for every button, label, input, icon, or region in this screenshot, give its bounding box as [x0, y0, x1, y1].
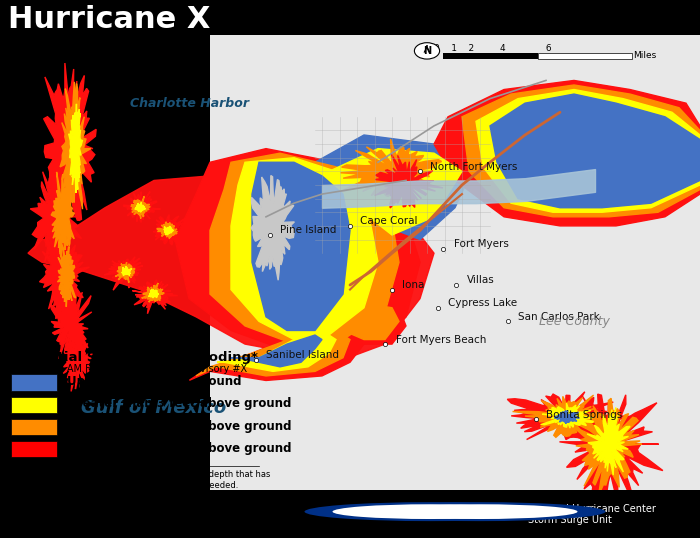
Polygon shape — [329, 148, 462, 235]
Polygon shape — [336, 303, 399, 339]
Polygon shape — [196, 330, 350, 376]
Polygon shape — [210, 153, 399, 344]
Polygon shape — [308, 135, 476, 239]
Text: San Carlos Park: San Carlos Park — [518, 312, 600, 322]
Text: National Hurricane Center
Storm Surge Unit: National Hurricane Center Storm Surge Un… — [528, 504, 657, 525]
Polygon shape — [573, 398, 642, 495]
Polygon shape — [217, 335, 336, 371]
Polygon shape — [462, 85, 700, 217]
Polygon shape — [175, 148, 420, 353]
Polygon shape — [30, 154, 81, 302]
Text: 0    1    2         4              6: 0 1 2 4 6 — [434, 44, 552, 53]
Bar — [443, 53, 538, 59]
Polygon shape — [587, 407, 630, 475]
Polygon shape — [231, 158, 378, 339]
Polygon shape — [554, 410, 580, 424]
FancyBboxPatch shape — [11, 419, 57, 435]
Circle shape — [304, 502, 556, 521]
Text: Lee County: Lee County — [538, 315, 610, 328]
Polygon shape — [28, 171, 434, 362]
Text: Cypress Lake: Cypress Lake — [448, 298, 517, 308]
Polygon shape — [51, 172, 74, 257]
Polygon shape — [512, 395, 605, 437]
Text: North Fort Myers: North Fort Myers — [430, 162, 518, 172]
Circle shape — [414, 43, 440, 59]
Polygon shape — [374, 154, 443, 208]
Polygon shape — [131, 196, 150, 218]
Polygon shape — [476, 89, 700, 213]
Text: Greater than 6 feet above ground: Greater than 6 feet above ground — [67, 420, 292, 433]
Text: N: N — [423, 46, 431, 56]
Polygon shape — [164, 226, 174, 235]
Text: Cape Coral: Cape Coral — [360, 216, 418, 226]
FancyBboxPatch shape — [210, 35, 700, 490]
Text: Fort Myers: Fort Myers — [454, 239, 508, 249]
Polygon shape — [123, 192, 160, 222]
Text: Miles: Miles — [634, 51, 657, 60]
Circle shape — [354, 502, 606, 521]
Polygon shape — [122, 266, 132, 275]
Polygon shape — [490, 94, 700, 208]
Polygon shape — [43, 63, 96, 239]
Polygon shape — [157, 222, 177, 238]
Polygon shape — [132, 280, 178, 314]
Text: Iona: Iona — [402, 280, 425, 290]
Polygon shape — [134, 202, 146, 213]
Polygon shape — [57, 245, 76, 307]
Text: Fort Myers Beach: Fort Myers Beach — [395, 335, 486, 344]
Polygon shape — [336, 139, 442, 199]
Polygon shape — [508, 392, 636, 440]
Text: Greater than 3 feet above ground: Greater than 3 feet above ground — [67, 398, 292, 410]
Polygon shape — [104, 257, 143, 290]
FancyBboxPatch shape — [11, 397, 57, 413]
Circle shape — [382, 504, 578, 519]
Polygon shape — [231, 335, 322, 367]
Text: Bonita Springs: Bonita Springs — [546, 409, 622, 420]
Text: Charlotte Harbor: Charlotte Harbor — [130, 97, 248, 110]
Bar — [538, 53, 632, 59]
Polygon shape — [555, 394, 663, 523]
Text: Potential Storm Surge Flooding*: Potential Storm Surge Flooding* — [14, 351, 258, 364]
Polygon shape — [50, 292, 92, 367]
Polygon shape — [69, 104, 83, 193]
Polygon shape — [141, 283, 164, 302]
Polygon shape — [251, 175, 295, 280]
Polygon shape — [116, 263, 135, 282]
Text: Gulf of Mexico: Gulf of Mexico — [81, 399, 227, 417]
Text: Through 2 AM Friday August 24th - Advisory #X: Through 2 AM Friday August 24th - Adviso… — [14, 364, 247, 374]
Text: Sanibel Island: Sanibel Island — [266, 350, 339, 360]
Polygon shape — [434, 81, 700, 226]
Polygon shape — [540, 403, 594, 428]
Circle shape — [332, 504, 528, 519]
Polygon shape — [60, 82, 91, 215]
Polygon shape — [148, 289, 158, 298]
Text: Up to 3 feet above ground: Up to 3 feet above ground — [67, 375, 242, 388]
Polygon shape — [153, 215, 188, 245]
Text: Hurricane X: Hurricane X — [8, 5, 211, 34]
Polygon shape — [329, 299, 406, 344]
Polygon shape — [252, 162, 350, 330]
FancyBboxPatch shape — [11, 374, 57, 391]
FancyBboxPatch shape — [11, 441, 57, 457]
Text: Pine Island: Pine Island — [280, 225, 337, 236]
Text: * Displayed flooding values indicate the water depth that has
  about a one-in-t: * Displayed flooding values indicate the… — [11, 470, 270, 490]
Text: Villas: Villas — [467, 275, 495, 286]
Polygon shape — [189, 326, 364, 380]
Polygon shape — [63, 337, 92, 392]
Text: Greater than 9 feet above ground: Greater than 9 feet above ground — [67, 442, 292, 455]
Polygon shape — [39, 228, 90, 327]
